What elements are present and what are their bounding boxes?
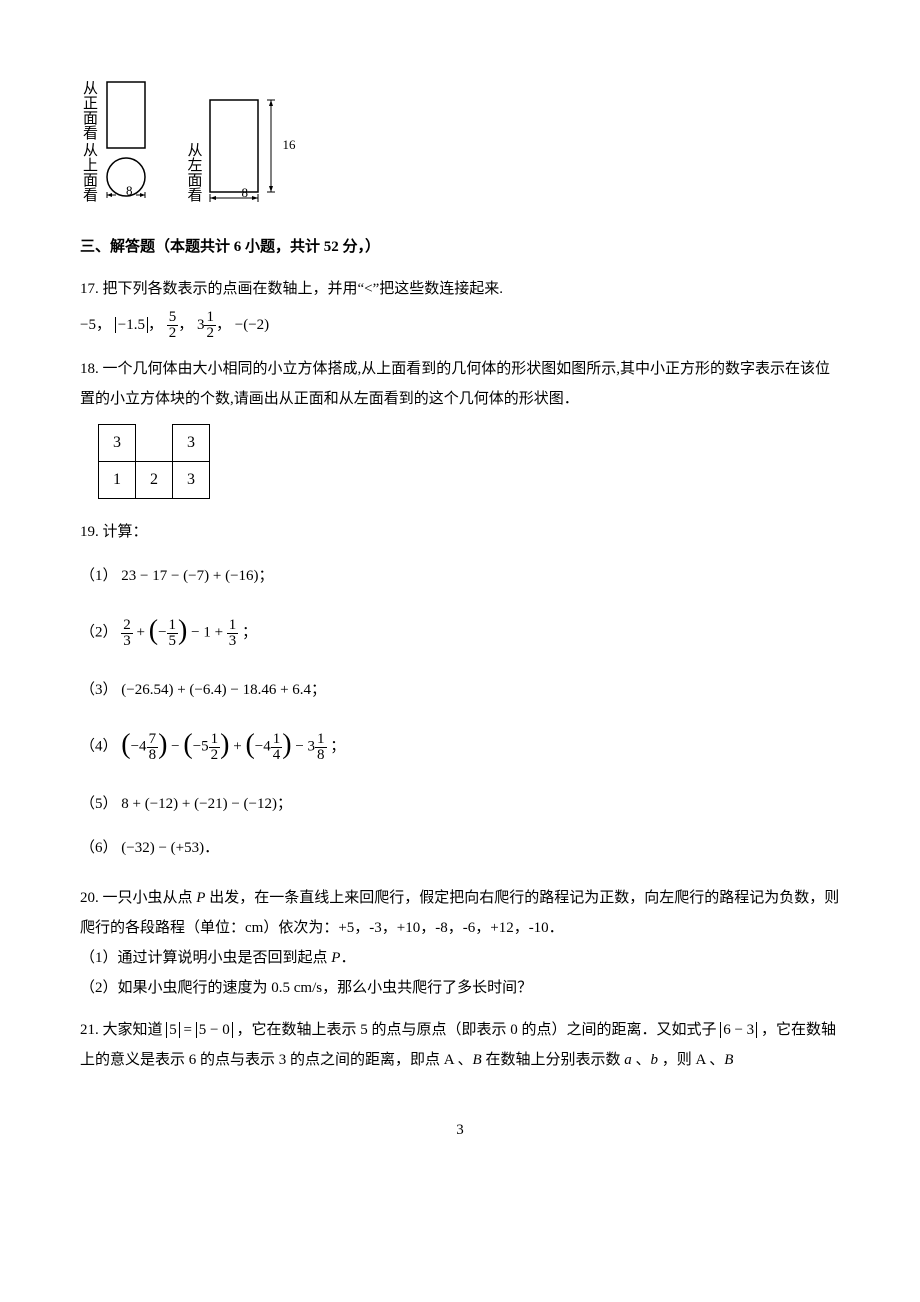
- q20-p2: （2）如果小虫爬行的速度为 0.5 cm/s，那么小虫共爬行了多长时间？: [80, 973, 840, 1003]
- side-view: 从左面看 16 8: [185, 82, 325, 202]
- q17-expression: −5， −1.5， 52， 312， −(−2): [80, 310, 840, 344]
- q20-text: 一只小虫从点 P 出发，在一条直线上来回爬行，假定把向右爬行的路程记为正数，向左…: [80, 890, 839, 936]
- front-view-label: 从正面看: [80, 80, 98, 140]
- q19-4: （4） (−478) − (−512) + (−414) − 318 ；: [80, 719, 840, 775]
- grid-cell: 1: [99, 462, 136, 499]
- q19-5-expr: 8 + (−12) + (−21) − (−12)；: [121, 796, 292, 812]
- page-number: 3: [80, 1115, 840, 1145]
- views-figure: 从正面看 从上面看 8 从左面看: [80, 80, 840, 202]
- q21-text-2: ，它在数轴上表示 5 的点与原点（即表示 0 的点）之间的距离．又如式子: [236, 1022, 716, 1038]
- side-height-dim: 16: [283, 132, 296, 158]
- q20: 20. 一只小虫从点 P 出发，在一条直线上来回爬行，假定把向右爬行的路程记为正…: [80, 883, 840, 943]
- q18-text: 一个几何体由大小相同的小立方体搭成,从上面看到的几何体的形状图如图所示,其中小正…: [80, 361, 830, 407]
- q21-text-1: 大家知道: [103, 1022, 163, 1038]
- q17-text: 把下列各数表示的点画在数轴上，并用“<”把这些数连接起来.: [103, 281, 504, 297]
- top-view-label: 从上面看: [80, 142, 98, 202]
- q17: 17. 把下列各数表示的点画在数轴上，并用“<”把这些数连接起来.: [80, 274, 840, 304]
- q19-2-label: （2）: [80, 624, 118, 640]
- grid-cell: 3: [99, 425, 136, 462]
- q20-p1: （1）通过计算说明小虫是否回到起点 P．: [80, 943, 840, 973]
- q19-1: （1） 23 − 17 − (−7) + (−16)；: [80, 561, 840, 591]
- q19-5-label: （5）: [80, 796, 118, 812]
- q19-6: （6） (−32) − (+53)．: [80, 833, 840, 863]
- front-width-dim: 8: [126, 178, 133, 204]
- grid-cell: 2: [136, 462, 173, 499]
- q19-1-label: （1）: [80, 568, 118, 584]
- q18-grid: 3 3 1 2 3: [98, 424, 840, 499]
- q20-num: 20.: [80, 890, 99, 906]
- side-width-dim: 8: [242, 180, 249, 206]
- q19-3: （3） (−26.54) + (−6.4) − 18.46 + 6.4；: [80, 675, 840, 705]
- q19-6-label: （6）: [80, 840, 118, 856]
- q19-2: （2） 23 + (−15) − 1 + 13 ；: [80, 605, 840, 661]
- q19: 19. 计算：: [80, 517, 840, 547]
- q19-text: 计算：: [103, 524, 148, 540]
- q21: 21. 大家知道 5 = 5 − 0 ，它在数轴上表示 5 的点与原点（即表示 …: [80, 1015, 840, 1075]
- q19-4-label: （4）: [80, 738, 118, 754]
- side-view-label: 从左面看: [185, 142, 203, 202]
- q19-3-expr: (−26.54) + (−6.4) − 18.46 + 6.4；: [121, 682, 326, 698]
- q21-num: 21.: [80, 1022, 99, 1038]
- q18: 18. 一个几何体由大小相同的小立方体搭成,从上面看到的几何体的形状图如图所示,…: [80, 354, 840, 414]
- q19-3-label: （3）: [80, 682, 118, 698]
- grid-cell: [136, 425, 173, 462]
- section-3-title: 三、解答题（本题共计 6 小题，共计 52 分，）: [80, 232, 840, 262]
- grid-cell: 3: [173, 462, 210, 499]
- grid-cell: 3: [173, 425, 210, 462]
- q19-5: （5） 8 + (−12) + (−21) − (−12)；: [80, 789, 840, 819]
- q17-num: 17.: [80, 281, 99, 297]
- q19-1-expr: 23 − 17 − (−7) + (−16)；: [121, 568, 273, 584]
- q19-num: 19.: [80, 524, 99, 540]
- q18-num: 18.: [80, 361, 99, 377]
- front-and-top-view: 从正面看 从上面看 8: [80, 80, 173, 202]
- q19-6-expr: (−32) − (+53)．: [121, 840, 219, 856]
